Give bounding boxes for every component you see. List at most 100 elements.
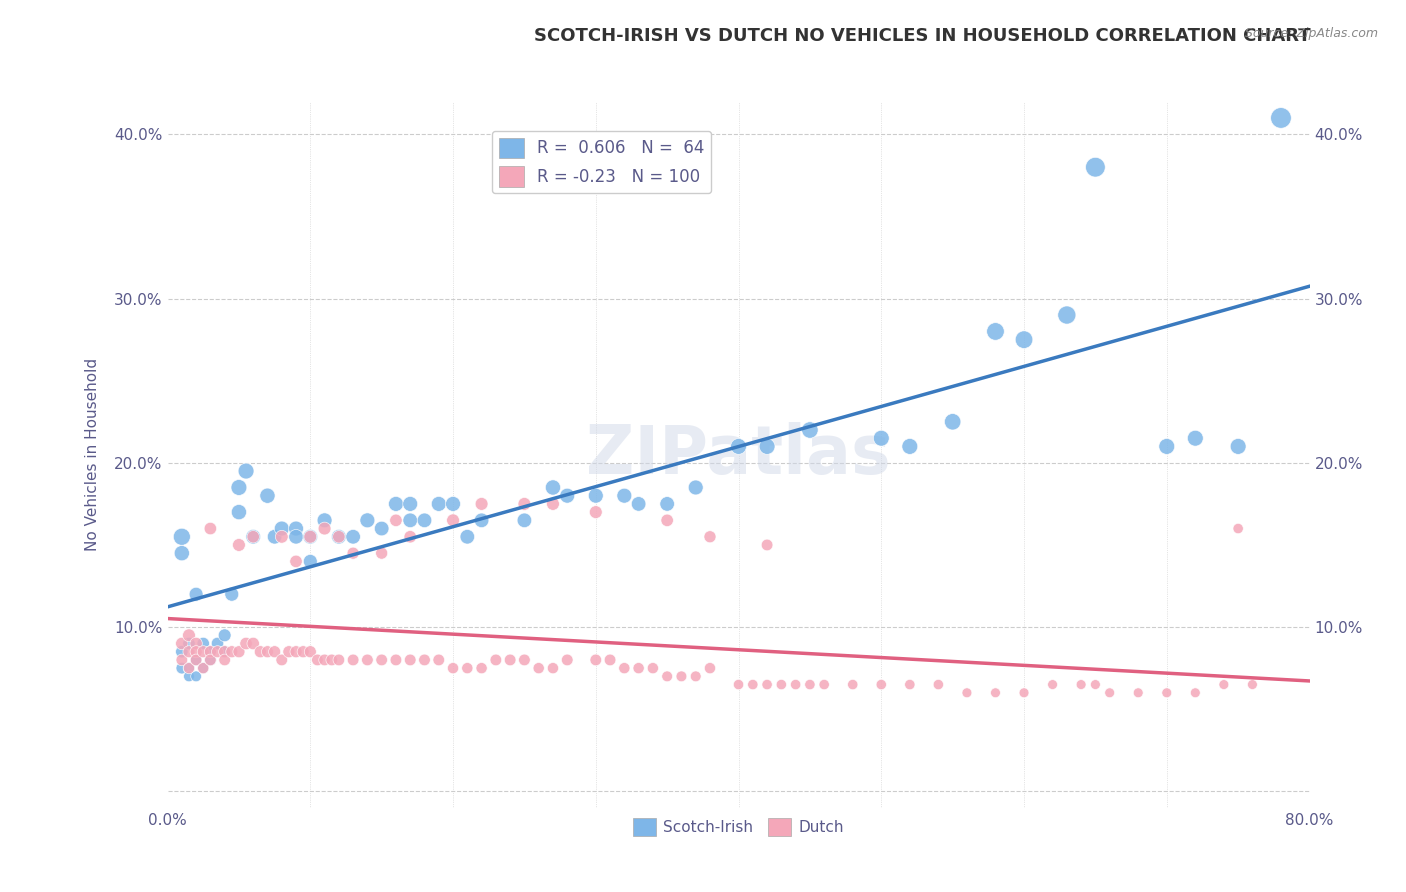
Point [399,653,422,667]
Point [299,554,322,568]
Point [214,645,236,659]
Point [785,677,807,691]
Point [756,677,779,691]
Point [170,530,193,544]
Point [1184,431,1206,445]
Point [427,653,450,667]
Point [221,645,243,659]
Point [499,653,522,667]
Point [555,653,578,667]
Point [200,645,222,659]
Point [1212,677,1234,691]
Point [170,546,193,560]
Point [270,530,292,544]
Point [399,530,422,544]
Point [285,554,308,568]
Point [641,661,664,675]
Point [657,513,679,527]
Point [513,513,536,527]
Point [456,530,478,544]
Point [685,481,707,495]
Point [170,636,193,650]
Point [1012,333,1035,347]
Point [314,522,336,536]
Point [870,677,893,691]
Y-axis label: No Vehicles in Household: No Vehicles in Household [86,358,100,551]
Point [1098,686,1121,700]
Point [242,636,264,650]
Point [256,645,278,659]
Point [456,661,478,675]
Point [385,497,408,511]
Point [813,677,835,691]
Text: Source: ZipAtlas.com: Source: ZipAtlas.com [1244,27,1378,40]
Point [1128,686,1150,700]
Point [193,645,215,659]
Point [263,530,285,544]
Point [399,497,422,511]
Point [299,530,322,544]
Point [285,522,308,536]
Point [613,489,636,503]
Point [170,645,193,659]
Point [177,669,200,683]
Point [1084,160,1107,174]
Point [427,497,450,511]
Point [984,325,1007,339]
Point [1042,677,1064,691]
Point [292,645,315,659]
Point [184,653,207,667]
Point [307,653,329,667]
Point [756,439,779,453]
Point [177,661,200,675]
Point [1227,522,1250,536]
Point [228,481,250,495]
Point [727,439,749,453]
Point [342,546,364,560]
Point [441,513,464,527]
Point [200,653,222,667]
Point [214,645,236,659]
Point [314,513,336,527]
Point [770,677,793,691]
Point [657,669,679,683]
Point [184,636,207,650]
Point [177,636,200,650]
Point [321,653,343,667]
Point [627,661,650,675]
Point [898,677,921,691]
Point [1241,677,1264,691]
Point [485,653,508,667]
Point [898,439,921,453]
Point [270,653,292,667]
Point [328,653,350,667]
Point [555,489,578,503]
Point [328,530,350,544]
Point [207,645,229,659]
Point [741,677,763,691]
Point [242,530,264,544]
Point [170,653,193,667]
Point [177,628,200,642]
Point [177,645,200,659]
Point [200,522,222,536]
Point [385,653,408,667]
Point [235,636,257,650]
Point [184,645,207,659]
Point [235,464,257,478]
Point [471,513,494,527]
Text: ZIPatlas: ZIPatlas [586,422,891,488]
Point [627,497,650,511]
Point [370,546,392,560]
Point [541,497,564,511]
Point [184,669,207,683]
Point [228,645,250,659]
Point [413,653,436,667]
Point [184,653,207,667]
Point [699,530,721,544]
Point [256,489,278,503]
Point [685,669,707,683]
Point [1070,677,1092,691]
Point [984,686,1007,700]
Point [370,522,392,536]
